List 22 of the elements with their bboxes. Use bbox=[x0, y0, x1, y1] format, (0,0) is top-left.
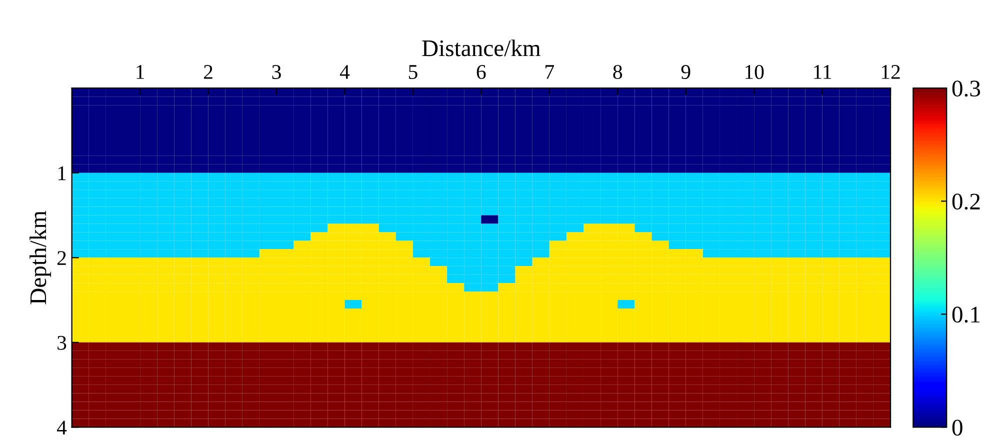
y-axis-title: Depth/km bbox=[30, 210, 51, 304]
x-tick-label: 1 bbox=[136, 65, 144, 79]
color-bar-label: 0.1 bbox=[952, 306, 980, 323]
x-tick-label: 4 bbox=[340, 65, 350, 79]
y-tick-label: 3 bbox=[58, 336, 66, 350]
x-tick-label: 12 bbox=[882, 65, 900, 79]
color-bar-label: 0 bbox=[952, 420, 962, 436]
x-tick-label: 10 bbox=[745, 64, 764, 80]
x-tick-label: 3 bbox=[272, 65, 281, 80]
x-tick-label: 6 bbox=[476, 65, 486, 80]
y-tick-label: 1 bbox=[58, 166, 66, 180]
x-tick-label: 11 bbox=[814, 65, 832, 79]
x-tick-label: 8 bbox=[613, 64, 622, 80]
x-tick-label: 9 bbox=[681, 65, 690, 80]
y-tick-label: 4 bbox=[56, 420, 67, 434]
x-tick-label: 5 bbox=[408, 65, 418, 80]
y-tick-label: 2 bbox=[57, 251, 66, 265]
color-bar-label: 0.3 bbox=[952, 80, 980, 97]
color-bar-label: 0.2 bbox=[952, 194, 980, 210]
x-axis-title: Distance/km bbox=[422, 40, 540, 56]
x-tick-label: 7 bbox=[546, 65, 554, 79]
x-tick-label: 2 bbox=[204, 65, 212, 79]
